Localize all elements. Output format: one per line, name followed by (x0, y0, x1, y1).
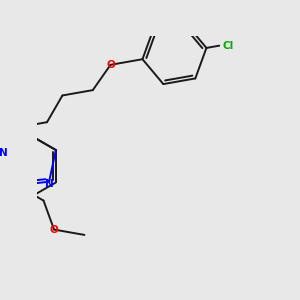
Text: N: N (45, 179, 53, 189)
Text: O: O (106, 60, 115, 70)
Text: O: O (50, 225, 58, 235)
Text: N: N (0, 148, 8, 158)
Text: Cl: Cl (223, 41, 234, 51)
